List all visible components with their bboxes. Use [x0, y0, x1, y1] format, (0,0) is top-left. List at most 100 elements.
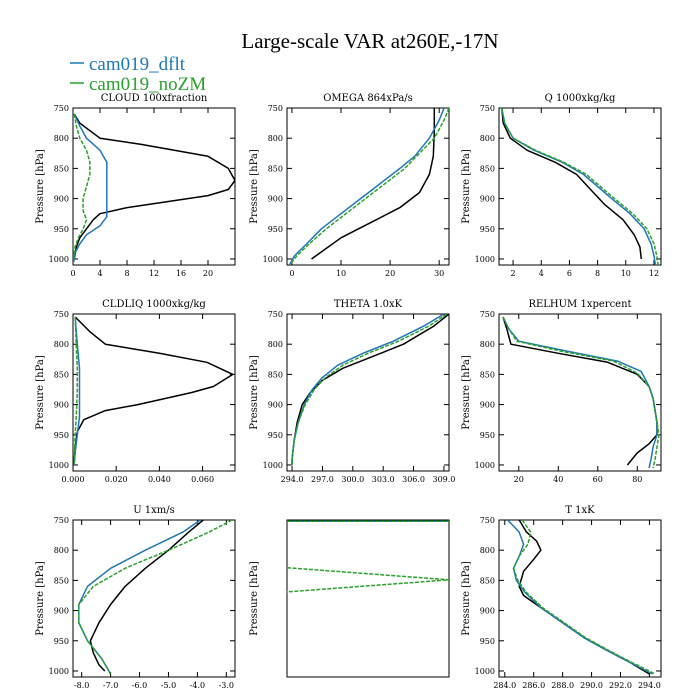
plot-frame: [498, 107, 662, 266]
panel-8: Pressure [hPa]: [249, 519, 450, 678]
y-tick-label: 750: [268, 104, 283, 113]
x-tick-label: 0: [289, 269, 294, 278]
y-tick-label: 800: [480, 546, 495, 555]
y-tick-label: 800: [268, 340, 283, 349]
y-tick-label: 750: [54, 310, 69, 319]
series-line-cam019_dflt: [291, 314, 445, 465]
x-tick-label: 286.0: [522, 681, 545, 690]
y-axis-label: Pressure [hPa]: [461, 355, 472, 430]
y-tick-label: 1000: [263, 255, 283, 264]
figure-title: Large-scale VAR at260E,-17N: [241, 29, 498, 53]
y-tick-label: 950: [54, 431, 69, 440]
x-tick-label: 284.0: [493, 681, 516, 690]
x-tick-label: 0.040: [148, 475, 171, 484]
x-tick-label: 0.060: [191, 475, 214, 484]
series-line-cam019_noZM: [78, 520, 233, 675]
y-tick-label: 950: [480, 637, 495, 646]
panel-7: U 1xm/s Pressure [hPa] 750 800 850 900 950 1000…: [35, 505, 236, 690]
y-tick-label: 900: [480, 401, 495, 410]
legend: cam019_dflt cam019_noZM: [70, 54, 206, 95]
x-tick-label: 6: [567, 269, 572, 278]
x-tick-label: -5.0: [161, 681, 176, 690]
x-tick-label: 60: [593, 475, 603, 484]
x-tick-label: 300.0: [341, 475, 364, 484]
plot-frame: [498, 313, 662, 472]
y-tick-label: 950: [480, 431, 495, 440]
y-tick-label: 1000: [263, 461, 283, 470]
x-tick-label: 4: [97, 269, 102, 278]
series-group: [291, 314, 449, 465]
y-tick-label: 950: [268, 431, 283, 440]
panel-1: CLOUD 100xfraction Pressure [hPa] 750 800 85…: [35, 93, 236, 278]
y-tick-label: 850: [480, 576, 495, 585]
x-tick-label: 20: [385, 269, 395, 278]
series-group: [73, 316, 234, 466]
series-line-cam019_noZM: [501, 108, 659, 265]
panel-3: Q 1000xkg/kg Pressure [hPa] 750 800 850 900 95…: [461, 93, 662, 278]
series-group: [288, 108, 449, 265]
series-group: [501, 108, 659, 265]
x-tick-label: 8: [595, 269, 600, 278]
series-line-cam019_noZM: [502, 316, 660, 469]
x-tick-label: 294.0: [281, 475, 304, 484]
panel-title: CLDLIQ 1000xkg/kg: [102, 299, 206, 310]
y-tick-label: 1000: [475, 667, 495, 676]
plot-frame: [286, 519, 450, 678]
x-tick-label: 309.0: [432, 475, 455, 484]
x-tick-label: 297.0: [311, 475, 334, 484]
series-line-cam019_dflt: [73, 316, 81, 466]
series-group: [507, 520, 656, 675]
series-line-cam019_dflt: [501, 108, 657, 265]
plot-frame: [72, 519, 236, 678]
y-tick-label: 800: [54, 546, 69, 555]
y-axis-label: Pressure [hPa]: [35, 561, 46, 636]
x-tick-label: 288.0: [551, 681, 574, 690]
x-tick-label: 20: [514, 475, 524, 484]
y-tick-label: 750: [480, 104, 495, 113]
y-tick-label: 950: [54, 637, 69, 646]
x-tick-label: 0.020: [105, 475, 128, 484]
y-axis-label: Pressure [hPa]: [35, 355, 46, 430]
x-tick-label: 30: [434, 269, 444, 278]
panel-title: THETA 1.0xK: [334, 299, 403, 310]
y-tick-label: 850: [480, 164, 495, 173]
y-tick-label: 900: [54, 607, 69, 616]
series-group: [78, 520, 233, 675]
series-line-obs: [502, 316, 658, 466]
series-line-obs: [518, 520, 650, 675]
x-tick-label: 290.0: [580, 681, 603, 690]
y-tick-label: 850: [480, 370, 495, 379]
x-tick-label: 16: [176, 269, 186, 278]
x-tick-label: 10: [336, 269, 346, 278]
y-tick-label: 900: [480, 195, 495, 204]
y-tick-label: 850: [268, 164, 283, 173]
y-tick-label: 750: [268, 310, 283, 319]
plot-frame: [286, 313, 450, 472]
series-line-cam019_dflt: [73, 113, 108, 263]
y-tick-label: 1000: [49, 255, 69, 264]
panel-title: Q 1000xkg/kg: [545, 93, 616, 104]
y-tick-label: 850: [54, 370, 69, 379]
y-tick-label: 800: [54, 340, 69, 349]
y-axis-label: Pressure [hPa]: [35, 149, 46, 224]
series-line-obs: [311, 108, 436, 260]
y-tick-label: 950: [268, 225, 283, 234]
x-tick-label: 10: [621, 269, 631, 278]
plot-frame: [286, 107, 450, 266]
x-tick-label: 2: [511, 269, 516, 278]
panel-5: THETA 1.0xK Pressure [hPa] 750 800 850 900 950…: [249, 299, 455, 484]
series-group: [502, 316, 660, 469]
y-tick-label: 850: [54, 576, 69, 585]
plot-frame: [72, 313, 236, 472]
x-tick-label: 80: [632, 475, 642, 484]
y-tick-label: 900: [480, 607, 495, 616]
y-tick-label: 850: [54, 164, 69, 173]
y-tick-label: 1000: [475, 255, 495, 264]
series-line-cam019_noZM: [73, 316, 79, 466]
series-line-obs: [73, 316, 234, 466]
panel-title: RELHUM 1xpercent: [528, 299, 631, 310]
series-line-cam019_dflt: [507, 520, 653, 675]
series-line-cam019_noZM: [291, 314, 448, 465]
